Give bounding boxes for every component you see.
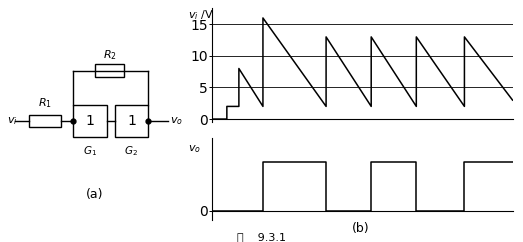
- Text: $v_i$ /V: $v_i$ /V: [188, 8, 213, 22]
- Text: 1: 1: [127, 114, 136, 128]
- Text: $G_1$: $G_1$: [83, 144, 97, 158]
- Text: $G_2$: $G_2$: [124, 144, 139, 158]
- Text: $v_i$: $v_i$: [7, 115, 18, 127]
- Text: 图    9.3.1: 图 9.3.1: [237, 232, 286, 242]
- Bar: [115, 105, 149, 137]
- Text: $v_o$: $v_o$: [188, 143, 201, 155]
- Text: (a): (a): [86, 188, 104, 201]
- Bar: [73, 105, 107, 137]
- Bar: [29, 115, 61, 127]
- Text: $v_o$: $v_o$: [170, 115, 183, 127]
- Text: (b): (b): [352, 222, 370, 235]
- Bar: [95, 64, 124, 77]
- Text: $R_2$: $R_2$: [103, 48, 117, 62]
- Text: 1: 1: [85, 114, 94, 128]
- Text: $R_1$: $R_1$: [38, 97, 52, 110]
